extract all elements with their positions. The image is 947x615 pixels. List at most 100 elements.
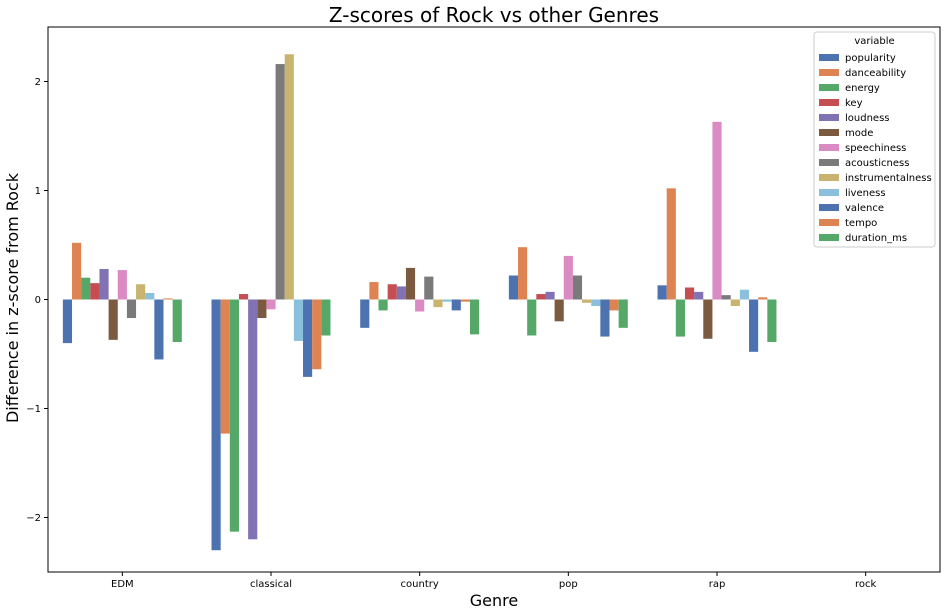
legend-swatch-liveness: [819, 189, 839, 196]
bar-key-pop: [536, 294, 546, 300]
legend-label-danceability: danceability: [845, 68, 906, 79]
legend-label-tempo: tempo: [845, 218, 877, 229]
bar-loudness-pop: [545, 291, 555, 300]
legend-label-energy: energy: [845, 83, 880, 94]
legend-swatch-instrumentalness: [819, 174, 839, 181]
bar-valence-pop: [600, 299, 610, 337]
bar-speechiness-rap: [712, 121, 722, 300]
bar-duration_ms-country: [469, 299, 480, 335]
bar-liveness-pop: [591, 299, 601, 307]
legend-title: variable: [854, 36, 894, 47]
bar-tempo-EDM: [163, 298, 173, 300]
bar-liveness-classical: [293, 299, 304, 341]
bar-energy-pop: [527, 299, 537, 336]
chart-title: Z-scores of Rock vs other Genres: [329, 3, 659, 27]
legend-swatch-danceability: [819, 69, 839, 76]
bar-popularity-pop: [508, 275, 519, 300]
legend-swatch-energy: [819, 84, 839, 91]
bar-danceability-classical: [220, 299, 230, 434]
bar-speechiness-pop: [563, 255, 573, 300]
bar-energy-EDM: [81, 277, 91, 300]
legend-swatch-tempo: [819, 219, 839, 226]
y-tick-label: 0: [35, 295, 41, 306]
bar-duration_ms-classical: [321, 299, 331, 336]
bar-mode-EDM: [108, 299, 118, 340]
bar-tempo-country: [460, 299, 470, 302]
legend-label-popularity: popularity: [845, 53, 896, 64]
bar-key-EDM: [90, 283, 100, 300]
bars-group: [62, 54, 777, 551]
legend-label-instrumentalness: instrumentalness: [845, 173, 932, 184]
legend-label-speechiness: speechiness: [845, 143, 906, 154]
bar-loudness-country: [396, 286, 406, 300]
bar-tempo-pop: [609, 299, 619, 311]
axes-group: −2 −1 0 1 2 EDM classical country pop rap rock: [26, 26, 941, 590]
y-axis-title: Difference in z-score from Rock: [3, 172, 22, 423]
bar-tempo-classical: [312, 299, 322, 370]
bar-key-classical: [238, 294, 249, 300]
bar-acousticness-pop: [572, 275, 583, 300]
bar-valence-country: [451, 299, 461, 311]
bar-mode-rap: [703, 299, 713, 339]
legend-label-key: key: [845, 98, 863, 109]
bar-acousticness-classical: [275, 64, 285, 300]
bar-instrumentalness-country: [433, 299, 443, 308]
legend-swatch-loudness: [819, 114, 839, 121]
x-tick-label-rock: rock: [855, 579, 877, 590]
legend: variable popularity danceability energy key l…: [813, 31, 936, 248]
bar-instrumentalness-pop: [582, 299, 592, 303]
legend-swatch-mode: [819, 129, 839, 136]
legend-label-mode: mode: [845, 128, 873, 139]
x-tick-label-classical: classical: [250, 579, 292, 590]
legend-swatch-key: [819, 99, 839, 106]
bar-duration_ms-rap: [767, 299, 777, 343]
legend-swatch-acousticness: [819, 159, 839, 166]
bar-speechiness-country: [415, 299, 425, 312]
bar-valence-classical: [303, 299, 313, 377]
legend-swatch-speechiness: [819, 144, 839, 151]
y-tick-label: −2: [26, 513, 41, 524]
bar-liveness-rap: [739, 289, 750, 300]
legend-label-acousticness: acousticness: [845, 158, 909, 169]
bar-key-rap: [684, 287, 695, 300]
bar-danceability-EDM: [72, 242, 82, 300]
bar-danceability-country: [369, 282, 379, 300]
legend-label-duration_ms: duration_ms: [845, 233, 907, 244]
bar-instrumentalness-EDM: [136, 284, 146, 300]
bar-mode-pop: [554, 299, 564, 322]
bar-loudness-rap: [694, 291, 704, 300]
x-tick-label-EDM: EDM: [111, 579, 134, 590]
bar-valence-EDM: [154, 299, 164, 360]
bar-mode-classical: [257, 299, 267, 319]
bar-loudness-EDM: [99, 268, 109, 300]
bar-acousticness-rap: [721, 295, 731, 300]
bar-liveness-country: [442, 299, 452, 302]
bar-energy-country: [378, 299, 388, 311]
bar-popularity-rap: [657, 285, 667, 300]
y-tick-label: 1: [35, 186, 41, 197]
x-tick-label-pop: pop: [559, 579, 578, 590]
bar-popularity-EDM: [62, 299, 73, 344]
bar-acousticness-country: [424, 276, 434, 300]
bar-speechiness-EDM: [117, 270, 127, 300]
bar-energy-classical: [229, 299, 239, 532]
legend-swatch-valence: [819, 204, 839, 211]
bar-danceability-pop: [518, 247, 528, 300]
bar-speechiness-classical: [266, 299, 276, 310]
bar-key-country: [387, 284, 397, 300]
legend-swatch-popularity: [819, 54, 839, 61]
bar-instrumentalness-rap: [730, 299, 740, 307]
bar-duration_ms-pop: [618, 299, 628, 328]
bar-tempo-rap: [758, 297, 768, 300]
bar-acousticness-EDM: [126, 299, 137, 319]
x-axis-title: Genre: [470, 591, 518, 610]
y-tick-label: 2: [35, 77, 41, 88]
legend-label-liveness: liveness: [845, 188, 886, 199]
legend-label-loudness: loudness: [845, 113, 890, 124]
bar-popularity-country: [360, 299, 370, 328]
bar-mode-country: [405, 267, 416, 300]
legend-swatch-duration_ms: [819, 234, 839, 241]
bar-energy-rap: [675, 299, 685, 337]
legend-box: [813, 31, 936, 248]
